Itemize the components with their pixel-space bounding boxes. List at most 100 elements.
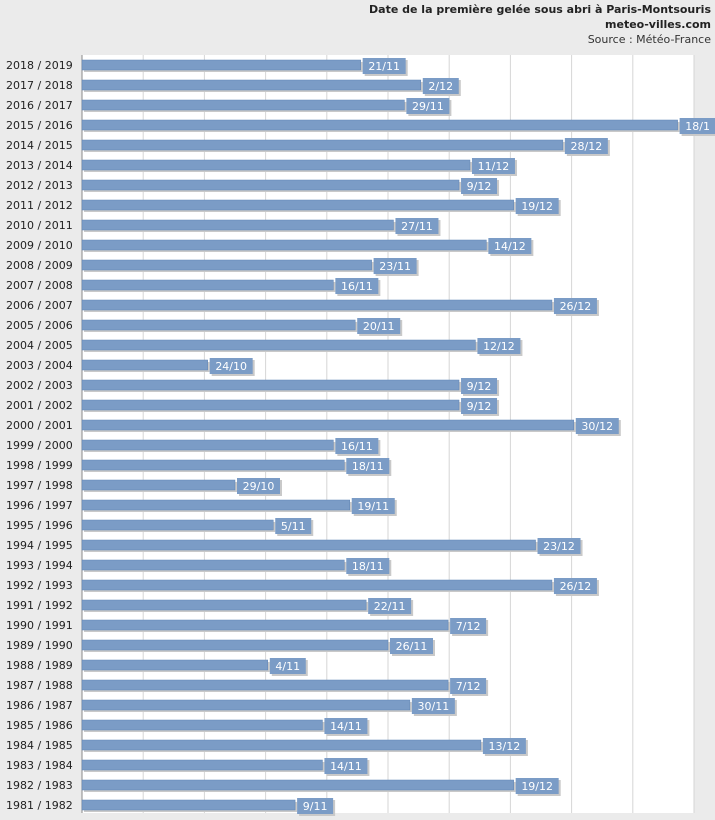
data-label: 7/12 [456,680,481,693]
category-label: 1990 / 1991 [6,619,73,632]
data-label: 11/12 [478,160,510,173]
data-label: 23/11 [379,260,411,273]
data-label-box [422,78,459,94]
category-label: 2010 / 2011 [6,219,73,232]
category-label: 1991 / 1992 [6,599,73,612]
bar [81,639,389,651]
data-label-box [209,358,253,374]
data-label-box [461,378,498,394]
data-label: 24/10 [215,360,247,373]
category-label: 2006 / 2007 [6,299,73,312]
data-label-box [335,278,379,294]
category-labels: 2018 / 2019 2017 / 2018 2016 / 2017 2015 / … [6,59,73,812]
bar [81,339,476,351]
data-label-box [395,218,439,234]
category-label: 2003 / 2004 [6,359,73,372]
data-label-box [488,238,532,254]
data-label: 18/11 [352,560,384,573]
data-label: 5/11 [281,520,306,533]
bars: 21/11 2/12 29/11 18/1 28/12 11/12 9/12 19/12 27/… [81,58,715,816]
data-label-box [362,58,406,74]
data-label-box [482,738,526,754]
category-label: 2013 / 2014 [6,159,73,172]
category-label: 2015 / 2016 [6,119,73,132]
category-label: 1988 / 1989 [6,659,73,672]
category-label: 2009 / 2010 [6,239,73,252]
data-label: 4/11 [275,660,300,673]
data-label-box [679,118,715,134]
data-label-box [461,398,498,414]
category-label: 2011 / 2012 [6,199,73,212]
bar [81,519,274,531]
data-label-box [237,478,280,494]
bar [81,679,449,691]
bar [81,759,323,771]
data-label: 13/12 [489,740,521,753]
category-label: 2002 / 2003 [6,379,73,392]
data-label-box [461,178,498,194]
bar [81,319,356,331]
category-label: 1985 / 1986 [6,719,73,732]
bar [81,399,460,411]
bar [81,479,236,491]
chart-source: Source : Météo-France [587,33,711,46]
chart-header: Date de la première gelée sous abri à Pa… [369,2,711,47]
category-label: 2018 / 2019 [6,59,73,72]
data-label: 27/11 [401,220,433,233]
bar [81,439,334,451]
data-label: 26/11 [396,640,428,653]
chart-site: meteo-villes.com [605,18,711,31]
category-label: 1981 / 1982 [6,799,73,812]
data-label-box [346,458,390,474]
data-label-box [390,638,433,654]
category-label: 2000 / 2001 [6,419,73,432]
data-label: 30/11 [418,700,450,713]
data-label-box [515,198,559,214]
data-label-box [471,158,515,174]
data-label: 14/12 [494,240,526,253]
data-label: 26/12 [560,300,592,313]
data-label: 19/12 [521,780,553,793]
bar [81,199,514,211]
data-label-box [515,778,559,794]
data-label: 21/11 [368,60,400,73]
bar [81,59,361,71]
bar [81,779,514,791]
bar [81,579,553,591]
category-label: 1997 / 1998 [6,479,73,492]
category-label: 2001 / 2002 [6,399,73,412]
bar [81,739,482,751]
data-label-box [373,258,417,274]
bar-chart: 21/11 2/12 29/11 18/1 28/12 11/12 9/12 19/12 27/… [6,55,715,816]
bar [81,459,345,471]
bar [81,179,460,191]
bar [81,599,367,611]
category-label: 1995 / 1996 [6,519,73,532]
bar [81,159,471,171]
data-label-box [275,518,312,534]
bar [81,79,422,91]
category-label: 2004 / 2005 [6,339,73,352]
bar [81,119,678,131]
data-label-box [406,98,450,114]
category-label: 1998 / 1999 [6,459,73,472]
data-label: 9/12 [467,380,492,393]
category-label: 1987 / 1988 [6,679,73,692]
data-label-box [269,658,306,674]
bar [81,499,350,511]
category-label: 1992 / 1993 [6,579,73,592]
category-label: 1982 / 1983 [6,779,73,792]
data-label-box [351,498,395,514]
data-label-box [335,438,379,454]
bar [81,239,487,251]
category-label: 1993 / 1994 [6,559,73,572]
category-label: 2014 / 2015 [6,139,73,152]
bar [81,359,208,371]
category-label: 2005 / 2006 [6,319,73,332]
data-label-box [346,558,390,574]
data-label: 12/12 [483,340,515,353]
data-label-box [450,678,487,694]
bar [81,279,334,291]
category-label: 1983 / 1984 [6,759,73,772]
bar [81,99,405,111]
